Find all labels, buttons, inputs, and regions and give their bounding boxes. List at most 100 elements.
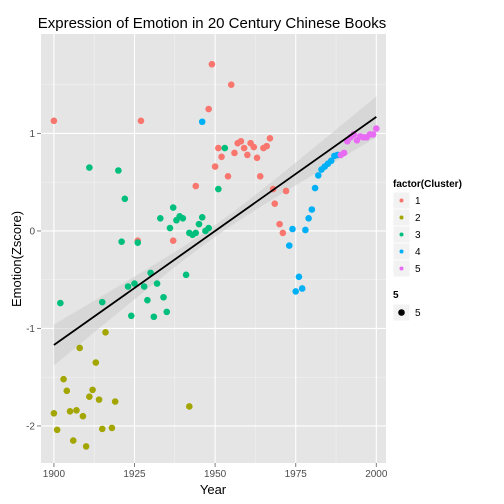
data-point-cluster-3 — [157, 214, 164, 222]
data-point-cluster-4 — [295, 273, 303, 281]
data-point-cluster-3 — [115, 167, 122, 174]
data-point-cluster-3 — [205, 224, 212, 232]
data-point-cluster-2 — [60, 375, 67, 383]
data-point-cluster-1 — [192, 182, 200, 190]
data-point-cluster-2 — [79, 412, 87, 420]
data-point-cluster-3 — [221, 144, 229, 152]
y-tick-label: 0 — [29, 226, 35, 237]
data-point-cluster-1 — [237, 137, 245, 145]
legend-label: 4 — [415, 247, 421, 258]
y-tick-label: 1 — [29, 129, 35, 140]
data-point-cluster-1 — [282, 187, 290, 195]
legend-key-point — [399, 198, 404, 203]
x-tick-label: 1975 — [285, 469, 308, 480]
data-point-cluster-1 — [218, 153, 225, 161]
data-point-cluster-1 — [137, 117, 145, 125]
data-point-cluster-3 — [179, 214, 187, 222]
legend-key-point — [399, 249, 404, 254]
data-point-cluster-1 — [211, 163, 219, 170]
data-point-cluster-3 — [169, 204, 177, 211]
data-point-cluster-4 — [302, 226, 309, 234]
data-point-cluster-1 — [276, 220, 283, 228]
data-point-cluster-3 — [140, 283, 148, 290]
y-axis-title: Emotion(Zscore) — [9, 211, 24, 307]
data-point-cluster-3 — [215, 185, 222, 193]
data-point-cluster-1 — [250, 143, 258, 151]
data-point-cluster-4 — [289, 225, 296, 233]
data-point-cluster-3 — [150, 313, 158, 321]
data-point-cluster-2 — [86, 393, 93, 401]
data-point-cluster-3 — [198, 214, 206, 221]
data-point-cluster-1 — [279, 229, 287, 237]
data-point-cluster-4 — [198, 118, 206, 126]
data-point-cluster-1 — [50, 117, 58, 125]
data-point-cluster-3 — [124, 283, 132, 290]
data-point-cluster-2 — [186, 403, 193, 410]
data-point-cluster-2 — [89, 386, 96, 394]
y-tick-label: -2 — [26, 421, 35, 432]
plot-panel — [41, 34, 386, 463]
data-point-cluster-2 — [98, 425, 106, 433]
data-point-cluster-1 — [215, 144, 222, 152]
data-point-cluster-3 — [153, 280, 161, 287]
data-point-cluster-2 — [102, 329, 109, 336]
legend-title-cluster: factor(Cluster) — [393, 179, 462, 190]
data-point-cluster-2 — [73, 407, 80, 414]
data-point-cluster-2 — [92, 359, 100, 366]
data-point-cluster-1 — [224, 173, 232, 180]
data-point-cluster-1 — [256, 173, 264, 180]
data-point-cluster-3 — [121, 195, 129, 203]
data-point-cluster-4 — [305, 214, 312, 222]
chart-title: Expression of Emotion in 20 Century Chin… — [38, 15, 387, 32]
data-point-cluster-4 — [327, 157, 335, 165]
data-point-cluster-1 — [205, 105, 212, 113]
data-point-cluster-1 — [253, 154, 261, 162]
data-point-cluster-5 — [350, 131, 358, 138]
legend: factor(Cluster) 1 2 3 4 5 5 5 — [392, 179, 462, 322]
data-point-cluster-4 — [285, 242, 293, 249]
data-point-cluster-2 — [63, 387, 71, 395]
data-point-cluster-3 — [118, 238, 125, 245]
data-point-cluster-2 — [50, 409, 58, 417]
legend-label: 5 — [415, 264, 421, 275]
data-point-cluster-1 — [231, 149, 238, 157]
data-point-cluster-1 — [244, 151, 251, 159]
grid — [41, 34, 386, 463]
data-point-cluster-4 — [298, 285, 306, 292]
legend-label: 5 — [415, 308, 421, 319]
data-point-cluster-3 — [131, 280, 138, 287]
data-point-cluster-2 — [76, 344, 83, 352]
legend-key-point — [399, 215, 404, 220]
axes: 1900 1925 1950 1975 2000 -2 -1 0 1 — [26, 129, 388, 480]
data-point-cluster-1 — [169, 237, 177, 244]
data-point-cluster-4 — [308, 206, 316, 213]
data-point-cluster-2 — [111, 398, 119, 405]
data-point-cluster-3 — [166, 224, 174, 232]
y-tick-label: -1 — [26, 324, 35, 335]
legend-key-point — [399, 266, 404, 271]
data-point-cluster-2 — [66, 408, 74, 415]
data-point-cluster-5 — [340, 149, 348, 157]
data-point-cluster-3 — [195, 220, 203, 228]
legend-label: 2 — [415, 213, 421, 224]
legend-key-point — [398, 309, 405, 316]
x-tick-label: 1925 — [123, 469, 146, 480]
data-point-cluster-4 — [292, 288, 300, 295]
data-point-cluster-3 — [182, 271, 190, 279]
data-point-cluster-3 — [144, 296, 151, 304]
trend-line — [53, 116, 377, 346]
data-point-cluster-3 — [86, 164, 93, 171]
data-point-cluster-1 — [266, 135, 274, 142]
data-point-cluster-3 — [192, 229, 200, 237]
data-point-cluster-1 — [271, 200, 279, 207]
x-tick-label: 1950 — [204, 469, 227, 480]
data-point-cluster-2 — [95, 396, 103, 403]
data-point-cluster-4 — [311, 184, 319, 192]
x-axis-title: Year — [200, 482, 227, 497]
data-point-cluster-2 — [108, 424, 116, 432]
data-point-cluster-5 — [369, 131, 377, 138]
legend-label: 3 — [415, 230, 421, 241]
data-point-cluster-1 — [227, 81, 235, 88]
x-tick-label: 2000 — [365, 469, 388, 480]
